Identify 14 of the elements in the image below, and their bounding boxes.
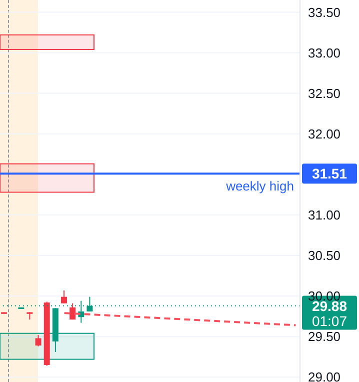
y-tick-label: 31.00 — [308, 208, 341, 223]
candlestick — [70, 302, 76, 320]
y-tick-label: 29.50 — [308, 329, 341, 344]
y-tick-label: 32.00 — [308, 126, 341, 142]
ref-line-label: weekly high — [225, 178, 294, 194]
text: 31.51 — [312, 166, 348, 182]
text: 01:07 — [312, 312, 348, 329]
candlestick — [61, 290, 67, 304]
y-tick-label: 33.50 — [308, 4, 341, 20]
y-tick-label: 30.50 — [308, 248, 341, 264]
y-tick-label: 33.00 — [308, 45, 341, 60]
y-tick-label: 29.00 — [308, 370, 341, 382]
y-tick-label: 32.50 — [308, 86, 341, 101]
candlestick — [35, 334, 42, 347]
